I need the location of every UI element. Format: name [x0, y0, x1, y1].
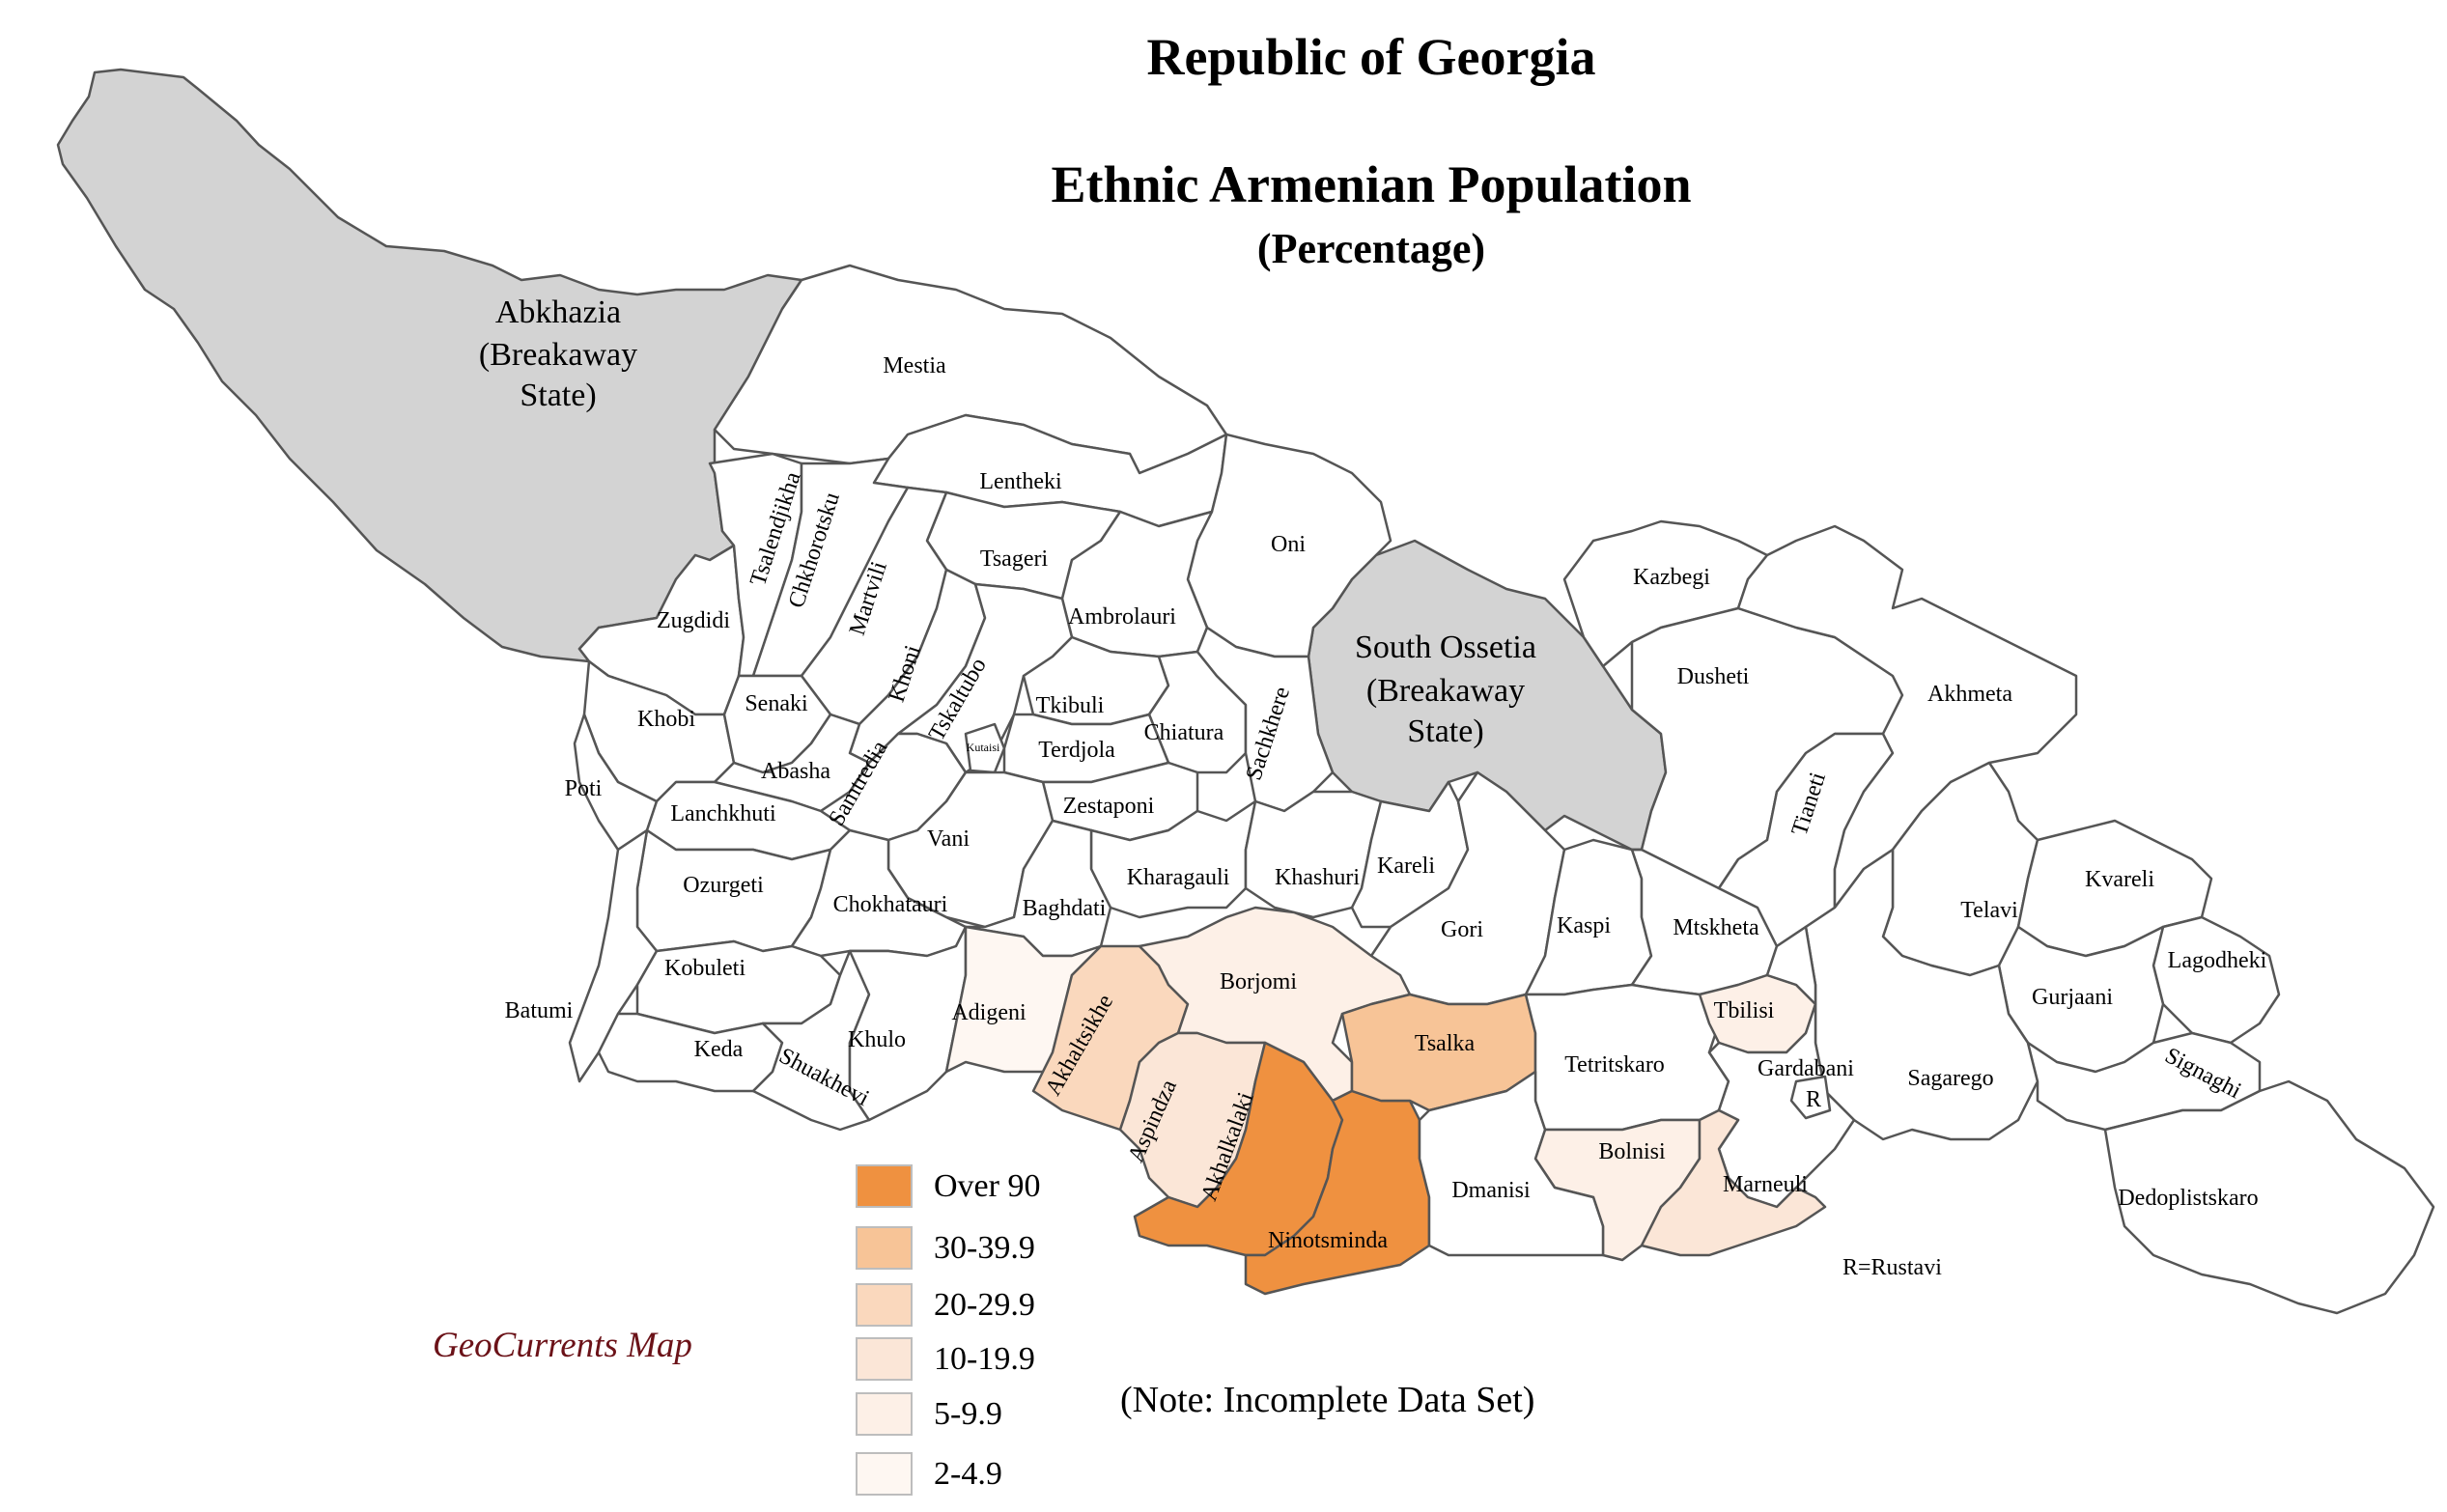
- map-subtitle-unit: (Percentage): [1256, 225, 1486, 272]
- label-marneuli: Marneuli: [1723, 1172, 1808, 1197]
- legend-row: 30-39.9: [856, 1226, 1035, 1270]
- label-chokhatauri: Chokhatauri: [833, 892, 948, 917]
- label-gardabani: Gardabani: [1758, 1056, 1854, 1081]
- legend-label: 20-29.9: [934, 1286, 1035, 1323]
- legend-row: 20-29.9: [856, 1283, 1035, 1327]
- label-batumi: Batumi: [505, 998, 574, 1023]
- region-borjomi[interactable]: [1138, 906, 1412, 1103]
- label-lentheki: Lentheki: [979, 469, 1062, 494]
- legend-row: 10-19.9: [856, 1337, 1035, 1381]
- legend-swatch: [856, 1283, 913, 1327]
- label-bolnisi: Bolnisi: [1598, 1139, 1666, 1164]
- label-kharagauli: Kharagauli: [1127, 865, 1230, 890]
- label-chiatura: Chiatura: [1144, 720, 1224, 745]
- legend-swatch: [856, 1337, 913, 1381]
- label-south-ossetia: South Ossetia: [1355, 630, 1536, 665]
- label-poti: Poti: [565, 776, 603, 801]
- map-title: Republic of Georgia: [1146, 28, 1596, 86]
- region-dmanisi[interactable]: [1418, 1070, 1605, 1257]
- label-kareli: Kareli: [1377, 854, 1435, 879]
- label-akhmeta: Akhmeta: [1927, 682, 2012, 707]
- label-tkibuli: Tkibuli: [1036, 693, 1105, 718]
- label-dedoplistskaro: Dedoplistskaro: [2118, 1186, 2258, 1211]
- region-marneuli[interactable]: [1640, 1108, 1827, 1257]
- legend-label: 2-4.9: [934, 1455, 1002, 1492]
- label-telavi: Telavi: [1960, 898, 2018, 923]
- label-mestia: Mestia: [883, 353, 946, 378]
- region-sachkhere[interactable]: [1195, 626, 1335, 813]
- region-kutaisi[interactable]: [964, 722, 1006, 774]
- label-senaki: Senaki: [745, 691, 808, 716]
- region-keda[interactable]: [597, 1012, 784, 1093]
- label-ozurgeti: Ozurgeti: [683, 873, 764, 898]
- legend-swatch: [856, 1226, 913, 1270]
- label-south-ossetia-sub2: State): [1407, 714, 1483, 749]
- label-gori: Gori: [1441, 917, 1483, 942]
- label-zugdidi: Zugdidi: [657, 608, 730, 633]
- label-abkhazia-sub1: (Breakaway: [479, 337, 637, 373]
- label-tsageri: Tsageri: [980, 546, 1049, 572]
- label-terdjola: Terdjola: [1038, 738, 1115, 763]
- region-dedoplistskaro[interactable]: [2103, 1079, 2435, 1315]
- label-abkhazia: Abkhazia: [495, 294, 621, 330]
- legend-label: Over 90: [934, 1167, 1041, 1204]
- data-note: (Note: Incomplete Data Set): [1120, 1380, 1535, 1420]
- label-lagodheki: Lagodheki: [2168, 948, 2267, 973]
- label-borjomi: Borjomi: [1220, 969, 1297, 994]
- label-sagarego: Sagarego: [1907, 1066, 1993, 1091]
- region-lagodheki[interactable]: [2152, 915, 2281, 1045]
- label-ambrolauri: Ambrolauri: [1068, 604, 1176, 630]
- label-tetritskaro: Tetritskaro: [1564, 1052, 1665, 1078]
- legend-row: Over 90: [856, 1164, 1040, 1208]
- rustavi-note: R=Rustavi: [1842, 1255, 1942, 1280]
- legend-swatch: [856, 1392, 913, 1436]
- label-baghdati: Baghdati: [1023, 896, 1107, 921]
- label-abasha: Abasha: [761, 759, 830, 784]
- map-subtitle: Ethnic Armenian Population: [1051, 155, 1692, 213]
- label-zestaponi: Zestaponi: [1063, 794, 1155, 819]
- label-dusheti: Dusheti: [1677, 664, 1750, 689]
- legend-row: 2-4.9: [856, 1452, 1002, 1496]
- label-kobuleti: Kobuleti: [664, 956, 745, 981]
- label-mtskheta: Mtskheta: [1673, 915, 1759, 940]
- label-kvareli: Kvareli: [2085, 867, 2154, 892]
- legend-label: 10-19.9: [934, 1340, 1035, 1377]
- legend-label: 5-9.9: [934, 1395, 1002, 1432]
- label-kazbegi: Kazbegi: [1633, 565, 1710, 590]
- label-tsalka: Tsalka: [1415, 1031, 1476, 1056]
- label-dmanisi: Dmanisi: [1451, 1178, 1531, 1203]
- label-south-ossetia-sub1: (Breakaway: [1366, 673, 1525, 709]
- label-rustavi: R: [1806, 1087, 1821, 1112]
- map-credit: GeoCurrents Map: [433, 1326, 692, 1365]
- label-ninotsminda: Ninotsminda: [1268, 1228, 1388, 1253]
- label-kaspi: Kaspi: [1557, 913, 1611, 938]
- label-lanchkhuti: Lanchkhuti: [670, 801, 776, 826]
- label-abkhazia-sub2: State): [520, 378, 596, 413]
- label-adigeni: Adigeni: [951, 1000, 1027, 1025]
- label-gurjaani: Gurjaani: [2032, 985, 2113, 1010]
- label-khulo: Khulo: [848, 1027, 906, 1052]
- legend-swatch: [856, 1452, 913, 1496]
- region-rustavi[interactable]: [1789, 1075, 1832, 1120]
- legend-row: 5-9.9: [856, 1392, 1002, 1436]
- label-khashuri: Khashuri: [1275, 865, 1360, 890]
- label-keda: Keda: [694, 1037, 744, 1062]
- legend-label: 30-39.9: [934, 1229, 1035, 1266]
- label-tbilisi: Tbilisi: [1714, 998, 1775, 1023]
- label-khobi: Khobi: [637, 707, 695, 732]
- legend-swatch: [856, 1164, 913, 1208]
- label-kutaisi: Kutaisi: [967, 741, 1000, 754]
- region-ninotsminda[interactable]: [1244, 1089, 1431, 1296]
- label-vani: Vani: [927, 826, 970, 852]
- label-oni: Oni: [1271, 532, 1306, 557]
